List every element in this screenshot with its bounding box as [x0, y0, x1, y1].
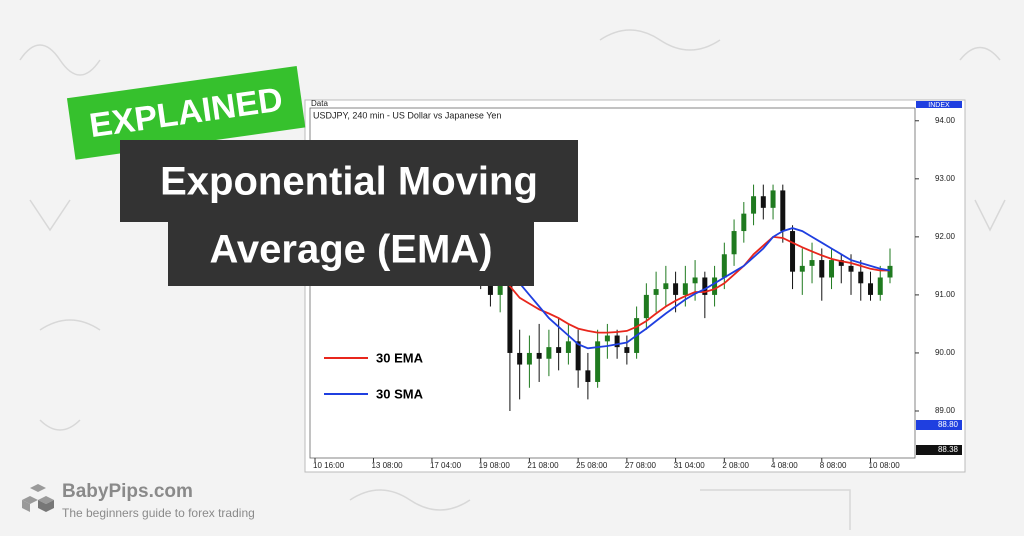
candle-body: [565, 341, 571, 353]
x-tick-label: 8 08:00: [820, 461, 847, 470]
price-tag-box: [916, 420, 962, 430]
x-tick-label: 10 16:00: [313, 461, 345, 470]
candle-body: [741, 213, 747, 232]
title-box: [120, 140, 578, 222]
candle-body: [546, 347, 552, 359]
candle-body: [760, 196, 766, 208]
x-tick-label: 4 08:00: [771, 461, 798, 470]
candle-body: [790, 231, 796, 272]
candle-body: [819, 260, 825, 278]
tag: EXPLAINED: [66, 66, 306, 160]
candle-body: [868, 283, 874, 295]
candle-body: [712, 277, 718, 295]
line-series: [480, 227, 891, 350]
candle-body: [770, 190, 776, 208]
candle-body: [536, 352, 542, 359]
candle-body: [731, 231, 737, 255]
background-doodles: [19, 29, 1006, 530]
line-series: [480, 235, 890, 334]
candle-body: [877, 277, 883, 295]
candle-body: [858, 271, 864, 284]
y-tick-label: 94.00: [935, 116, 956, 125]
candle-body: [692, 277, 698, 284]
brand-tagline: The beginners guide to forex trading: [62, 506, 255, 520]
candle-body: [663, 283, 669, 290]
tag-box: [66, 66, 306, 160]
candle-body: [643, 294, 649, 319]
candle-body: [497, 283, 503, 295]
x-tick-label: 19 08:00: [479, 461, 511, 470]
x-tick-label: 10 08:00: [869, 461, 901, 470]
y-tick-label: 90.00: [935, 348, 956, 357]
candle-body: [624, 347, 630, 353]
x-tick-label: 21 08:00: [527, 461, 559, 470]
brand-name: BabyPips.com: [62, 481, 193, 502]
title-line: Exponential Moving: [160, 160, 538, 204]
y-tick-label: 89.00: [935, 406, 956, 415]
candle-body: [556, 347, 562, 353]
x-tick-label: 27 08:00: [625, 461, 657, 470]
candle-body: [682, 283, 688, 295]
candle-body: [829, 260, 835, 278]
x-tick-label: 2 08:00: [722, 461, 749, 470]
x-tick-label: 13 08:00: [371, 461, 403, 470]
candle-body: [507, 283, 513, 353]
candle-body: [575, 341, 581, 371]
axis-header-box: [916, 101, 962, 108]
candle-body: [751, 196, 757, 214]
price-tag-box: [916, 445, 962, 455]
x-tick-label: 17 04:00: [430, 461, 462, 470]
candle-body: [799, 265, 805, 272]
x-tick-label: 31 04:00: [674, 461, 706, 470]
candle-body: [604, 335, 610, 342]
y-tick-label: 93.00: [935, 174, 956, 183]
candle-body: [585, 370, 591, 382]
candle-body: [848, 265, 854, 272]
chart-title: USDJPY, 240 min - US Dollar vs Japanese …: [313, 110, 501, 120]
y-tick-label: 92.00: [935, 232, 956, 241]
legend-label: 30 SMA: [376, 386, 424, 401]
candle-body: [653, 289, 659, 295]
price-tag: 88.38: [938, 445, 959, 454]
x-tick-label: 25 08:00: [576, 461, 608, 470]
title-box: [168, 222, 534, 286]
legend: 30 EMA 30 SMA: [324, 350, 424, 401]
candle-body: [614, 335, 620, 348]
chart-marks: 89.00 90.00 91.00 92.00 93.00 94.00 10 16:00 13…: [313, 116, 956, 470]
legend-label: 30 EMA: [376, 350, 424, 365]
candle-body: [780, 190, 786, 232]
title-line: Average (EMA): [209, 228, 492, 272]
candle-body: [526, 352, 532, 365]
candle-body: [721, 254, 727, 278]
candle-body: [517, 352, 523, 365]
y-tick-label: 91.00: [935, 290, 956, 299]
brand-logo: [22, 484, 54, 512]
candle-body: [673, 283, 679, 295]
candle-body: [809, 260, 815, 266]
candle-body: [595, 341, 601, 382]
price-tag: 88.80: [938, 420, 959, 429]
window-label: Data: [311, 99, 328, 108]
candle-body: [487, 277, 493, 295]
candle-body: [838, 260, 844, 266]
candle-body: [702, 277, 708, 295]
axis-header: INDEX: [928, 102, 950, 109]
candle-body: [887, 265, 893, 278]
